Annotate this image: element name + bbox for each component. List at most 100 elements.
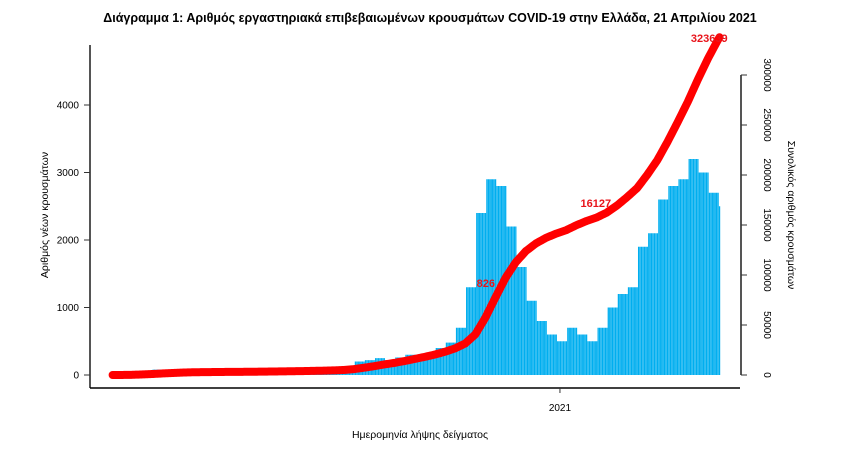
bar <box>429 352 432 375</box>
bar <box>412 354 414 375</box>
bar <box>688 159 690 375</box>
bar <box>466 287 468 375</box>
bar <box>633 287 635 375</box>
bar <box>442 348 445 375</box>
bar <box>546 334 549 375</box>
bar <box>437 348 439 375</box>
bar <box>604 327 607 375</box>
bar <box>717 192 719 375</box>
bar <box>629 287 631 375</box>
bar <box>675 186 677 375</box>
bar <box>390 360 393 375</box>
bar <box>597 327 599 375</box>
bar <box>519 267 521 375</box>
bar <box>552 334 555 375</box>
bar <box>520 267 523 375</box>
x-axis-ticks: 2021 <box>549 388 572 414</box>
bar <box>649 233 651 375</box>
y2-axis-label: Συνολικός αριθμός κρουσμάτων <box>785 141 797 290</box>
bar <box>635 287 637 375</box>
bar <box>406 354 409 375</box>
bar <box>679 179 682 375</box>
x-axis-label: Ημερομηνία λήψης δείγματος <box>352 429 488 441</box>
bar <box>401 357 403 375</box>
bar <box>632 287 634 375</box>
bar <box>516 267 518 375</box>
bar <box>581 334 583 375</box>
bar <box>548 334 550 375</box>
left-axis-ticks: 0 1000 2000 3000 4000 <box>57 101 90 382</box>
bar <box>529 300 531 375</box>
bar <box>666 199 669 375</box>
bar <box>637 246 640 375</box>
bar <box>584 334 586 375</box>
bar <box>661 199 663 375</box>
bar <box>393 360 396 375</box>
bar <box>392 360 394 375</box>
bar <box>522 267 524 375</box>
bar <box>562 341 565 375</box>
bar <box>653 233 656 375</box>
bar <box>454 342 456 375</box>
bar <box>580 334 582 375</box>
bar <box>435 348 437 375</box>
bar <box>460 327 462 375</box>
bar <box>626 294 628 375</box>
bar <box>538 321 540 375</box>
bar <box>668 186 670 375</box>
bar <box>542 321 544 375</box>
bar <box>674 186 676 375</box>
bar <box>544 321 546 375</box>
bar <box>585 334 588 375</box>
y2-tick-label: 200000 <box>761 158 772 192</box>
bar <box>479 213 481 375</box>
y2-tick-label: 300000 <box>761 58 772 92</box>
bar <box>422 354 424 375</box>
bar <box>489 179 491 375</box>
bar <box>518 267 520 375</box>
bar <box>471 287 474 375</box>
bar <box>713 192 715 375</box>
bar <box>535 300 537 375</box>
bar <box>513 226 516 375</box>
bar <box>705 172 708 375</box>
bar <box>444 348 446 375</box>
bar <box>614 307 617 375</box>
bar <box>467 287 469 375</box>
bar <box>415 354 417 375</box>
bar <box>477 213 479 375</box>
bar <box>450 342 452 375</box>
bar <box>624 294 627 375</box>
bar <box>447 342 449 375</box>
bar <box>603 327 605 375</box>
bar <box>470 287 472 375</box>
y-tick-label: 3000 <box>57 168 80 179</box>
bar <box>587 341 589 375</box>
bar <box>545 321 547 375</box>
bar <box>707 172 709 375</box>
bar <box>619 294 621 375</box>
right-axis-ticks: 0 50000 100000 150000 200000 250000 300000 <box>741 58 772 378</box>
bar <box>565 341 568 375</box>
bar <box>698 172 700 375</box>
bar <box>492 179 494 375</box>
bar <box>559 341 562 375</box>
bar <box>486 179 488 375</box>
bar <box>718 206 721 375</box>
cumulative-line-group <box>108 33 724 379</box>
bar <box>399 357 401 375</box>
cumulative-line <box>108 33 724 379</box>
bar <box>656 233 659 375</box>
bar <box>526 300 529 375</box>
bar <box>690 159 692 375</box>
bar <box>497 186 500 375</box>
bar <box>636 287 638 375</box>
bar <box>512 226 514 375</box>
y-tick-label: 2000 <box>57 236 80 247</box>
bar <box>451 342 453 375</box>
bar <box>448 342 450 375</box>
bar <box>419 354 422 375</box>
bar <box>557 341 559 375</box>
bar <box>710 192 712 375</box>
bar <box>658 199 660 375</box>
